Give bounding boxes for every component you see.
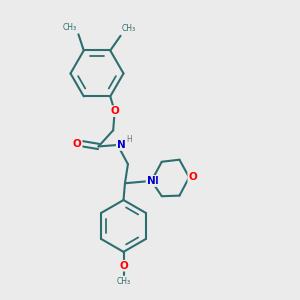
- Text: O: O: [188, 172, 197, 182]
- Text: N: N: [146, 176, 155, 186]
- Text: H: H: [126, 135, 132, 144]
- Text: CH₃: CH₃: [63, 23, 77, 32]
- Text: O: O: [110, 106, 119, 116]
- Text: O: O: [73, 139, 82, 148]
- Text: CH₃: CH₃: [116, 277, 130, 286]
- Text: CH₃: CH₃: [122, 24, 136, 33]
- Text: N: N: [117, 140, 125, 150]
- Text: O: O: [119, 261, 128, 271]
- Text: N: N: [150, 176, 159, 186]
